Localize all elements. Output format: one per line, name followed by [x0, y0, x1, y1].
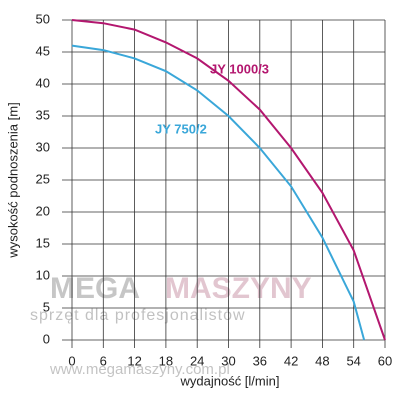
x-tick-label: 60	[378, 353, 392, 368]
series-label: JY 1000/3	[210, 61, 269, 76]
y-tick-label: 45	[36, 43, 50, 58]
x-tick-label: 48	[315, 353, 329, 368]
x-tick-label: 42	[284, 353, 298, 368]
y-tick-label: 40	[36, 75, 50, 90]
x-tick-label: 18	[159, 353, 173, 368]
y-tick-label: 10	[36, 267, 50, 282]
watermark-brand: MEGA	[50, 272, 140, 305]
x-tick-label: 30	[221, 353, 235, 368]
curve	[71, 44, 366, 341]
watermark-brand: MASZYNY	[165, 272, 312, 305]
y-tick-label: 50	[36, 11, 50, 26]
x-tick-label: 0	[68, 353, 75, 368]
series-label: JY 750/2	[155, 121, 207, 136]
x-tick-label: 6	[100, 353, 107, 368]
watermark-url: www.megamaszyny.com.pl	[49, 361, 230, 378]
curve	[71, 19, 386, 341]
y-tick-label: 30	[36, 139, 50, 154]
y-tick-label: 35	[36, 107, 50, 122]
y-tick-label: 0	[43, 331, 50, 346]
watermark-slogan: sprzęt dla profesjonalistów	[30, 307, 246, 324]
x-tick-label: 24	[190, 353, 204, 368]
y-tick-label: 20	[36, 203, 50, 218]
y-tick-label: 5	[43, 299, 50, 314]
y-tick-label: 15	[36, 235, 50, 250]
x-tick-label: 12	[127, 353, 141, 368]
y-axis-label: wysokość podnoszenia [m]	[5, 102, 20, 258]
y-tick-label: 25	[36, 171, 50, 186]
x-axis-label: wydajność [l/min]	[180, 373, 280, 388]
x-tick-label: 54	[346, 353, 360, 368]
x-tick-label: 36	[253, 353, 267, 368]
